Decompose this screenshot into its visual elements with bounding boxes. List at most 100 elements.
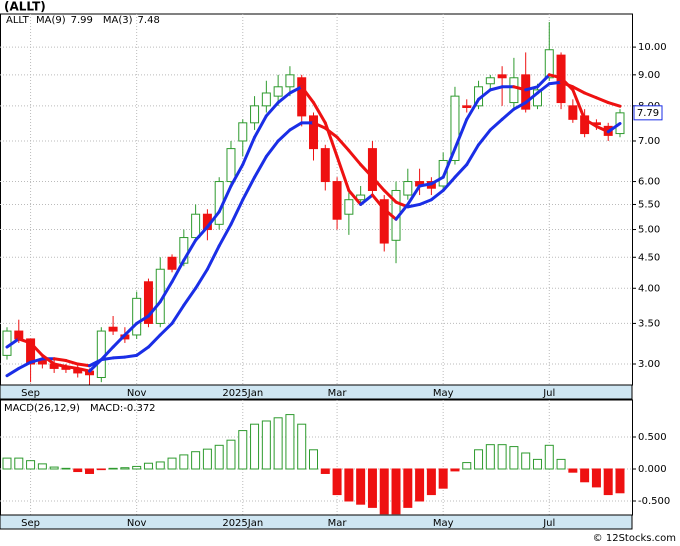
ma-line-segment (29, 357, 44, 364)
candle-body (332, 181, 342, 220)
macd-bar (132, 465, 142, 470)
ma-line-segment (488, 85, 504, 92)
candle-body (497, 74, 507, 79)
macd-bar (49, 466, 59, 470)
ma-line-segment (170, 258, 186, 284)
macd-bar (603, 468, 613, 496)
ma-line-segment (146, 333, 162, 349)
y-tick-label: 6.00 (638, 177, 660, 188)
candle-body (96, 330, 106, 379)
x-axis-band (0, 384, 633, 400)
macd-bar (556, 458, 566, 470)
ma-line-segment (488, 117, 504, 132)
ma-line-segment (335, 135, 351, 153)
macd-bar (26, 460, 36, 470)
candle-body (143, 281, 153, 324)
macd-bar (367, 468, 377, 508)
ma-line-segment (217, 184, 233, 214)
macd-bar (438, 468, 448, 489)
ma-line-segment (99, 345, 115, 362)
ma-line-segment (288, 85, 304, 95)
ma-line-segment (594, 124, 610, 134)
ma-line-segment (194, 225, 209, 242)
x-tick-label: 2025Jan (222, 388, 263, 399)
candle-body (297, 77, 307, 117)
macd-bar (273, 417, 283, 470)
ma-line-segment (429, 188, 445, 202)
ma-line-segment (170, 303, 186, 325)
ma-line-segment (29, 341, 44, 357)
x-tick-label: Nov (127, 388, 147, 399)
y-tick-label: 4.50 (638, 252, 660, 263)
macd-bar (462, 462, 472, 470)
macd-bar (615, 468, 625, 494)
y-tick-label: 3.50 (638, 318, 660, 329)
ma-line-segment (477, 88, 492, 101)
legend-value: -0.372 (123, 403, 155, 414)
ma-line-segment (76, 362, 92, 368)
ma-line-segment (524, 91, 539, 105)
ma-line-segment (441, 147, 457, 179)
ma-line-segment (465, 143, 481, 167)
legend-name: MA(9) (36, 15, 66, 26)
ma-line-segment (583, 91, 598, 100)
ma-line-segment (547, 73, 563, 80)
candle-body (285, 74, 295, 88)
ma-line-segment (52, 362, 68, 369)
x-tick-label: Jul (542, 388, 555, 399)
legend-value: 7.48 (138, 15, 160, 26)
ma-line-segment (571, 85, 587, 95)
legend-symbol: ALLT (6, 15, 30, 26)
ma-line-segment (606, 122, 622, 134)
macd-bar (226, 439, 236, 470)
ma-line-segment (382, 188, 398, 204)
macd-bar (285, 414, 295, 470)
macd-bar (238, 430, 248, 470)
ma-line-segment (264, 101, 280, 118)
x-tick-label: Sep (21, 388, 40, 399)
ma-line-segment (146, 300, 162, 318)
y-tick-label: 9.00 (638, 70, 660, 81)
ma-line-segment (194, 267, 209, 290)
ma-line-segment (135, 345, 150, 357)
y-tick-label: 7.00 (638, 136, 660, 147)
ma-line-segment (382, 207, 398, 221)
ma-line-segment (205, 210, 221, 229)
plot-area (0, 13, 633, 386)
y-tick-label: -0.500 (638, 496, 670, 507)
ma-line-segment (17, 360, 33, 370)
ma-line-segment (123, 353, 139, 359)
ma-line-segment (5, 366, 21, 378)
macd-bar (167, 457, 177, 470)
ma-line-segment (300, 85, 315, 105)
candle-body (462, 105, 472, 108)
ma-line-segment (64, 359, 80, 366)
ma-line-segment (158, 321, 174, 337)
macd-bar (191, 451, 201, 470)
ma-line-segment (182, 286, 198, 307)
x-axis-band (0, 514, 633, 530)
macd-bar (202, 448, 212, 470)
ma-line-segment (253, 114, 268, 139)
candle-body (438, 159, 448, 187)
ma-line-segment (241, 175, 257, 202)
macd-bar (532, 458, 542, 470)
candle-body (356, 194, 366, 201)
candle-body (238, 122, 248, 142)
candle-body (403, 181, 413, 196)
ma-line-segment (559, 76, 575, 92)
macd-bar (403, 468, 413, 508)
candle-body (226, 148, 236, 183)
candle-body (344, 199, 354, 215)
legend-label: MACD: (90, 403, 123, 414)
ma-line-segment (5, 337, 21, 349)
candle-body (250, 105, 260, 124)
ma-line-segment (524, 85, 539, 92)
macd-bar (497, 444, 507, 470)
x-tick-label: Jul (542, 518, 555, 529)
candle-body (261, 92, 271, 107)
ma-line-segment (288, 121, 304, 132)
ma-line-segment (276, 128, 292, 143)
ma-line-segment (500, 107, 516, 121)
